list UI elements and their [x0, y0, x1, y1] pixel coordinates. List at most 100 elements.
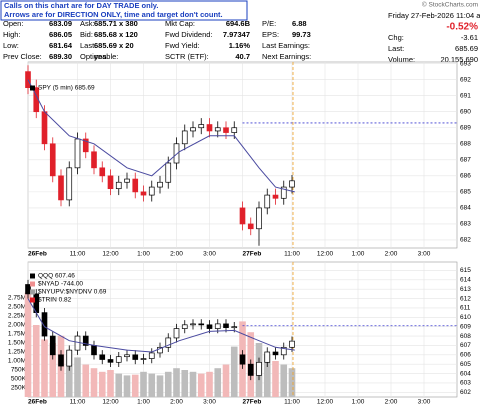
candle-body: [214, 127, 221, 132]
candle-body: [58, 354, 64, 367]
y2-tick-label: 250K: [11, 385, 27, 392]
volume-bar: [41, 339, 48, 397]
quote-value: 685.71 x 380: [94, 19, 138, 28]
candle-body: [223, 323, 229, 328]
x-tick-label: 1:00: [352, 251, 365, 258]
quote-value: 40.7: [235, 52, 250, 61]
volume-bar: [156, 375, 164, 397]
x-tick-label: 12:00: [102, 399, 119, 406]
volume-bar: [32, 325, 40, 397]
y-tick-label: 685: [460, 189, 471, 196]
legend-swatch: [30, 289, 35, 295]
y-tick-label: 691: [460, 92, 471, 99]
quote-value: 689.30: [49, 52, 72, 61]
volume-bar: [74, 357, 81, 397]
candle-body: [231, 326, 238, 329]
candle-body: [289, 180, 295, 188]
y-tick-label: 607: [460, 342, 471, 349]
x-tick-label: 12:00: [317, 251, 334, 258]
x-tick-label: 2:00: [170, 251, 183, 258]
volume-bar: [107, 370, 114, 397]
candle-body: [272, 351, 279, 356]
legend-label: SPY (5 min) 685.69: [38, 85, 95, 92]
candle-body: [82, 138, 89, 153]
candle-body: [148, 352, 155, 359]
quote-label: Mkt Cap:: [165, 19, 195, 28]
candle-body: [272, 194, 279, 199]
quote-label: Next Earnings:: [262, 52, 311, 61]
y2-tick-label: 2.00M: [8, 322, 26, 329]
legend-swatch: [30, 273, 35, 279]
candle-body: [223, 127, 229, 133]
candle-body: [239, 354, 246, 365]
quote-value: 685.69: [455, 44, 478, 53]
x-tick-label: 27Feb: [243, 399, 262, 406]
x-tick-label: 26Feb: [28, 251, 47, 258]
volume-bar: [82, 364, 90, 397]
candle-body: [206, 124, 213, 132]
legend-label: QQQ 607.46: [38, 273, 75, 280]
volume-bar: [206, 371, 213, 397]
y-tick-label: 683: [460, 221, 471, 228]
volume-bar: [214, 368, 222, 397]
quote-label: SCTR (ETF):: [165, 52, 209, 61]
volume-bar: [164, 371, 172, 397]
y-tick-label: 609: [460, 323, 471, 330]
candle-body: [124, 354, 130, 358]
candle-body: [41, 312, 48, 337]
y-tick-label: 605: [460, 361, 471, 368]
candle-body: [239, 207, 246, 225]
quote-label: High:: [3, 30, 21, 39]
notice-line: Arrows are for DIRECTION ONLY, time and …: [4, 10, 223, 19]
y2-tick-label: 2.75M: [8, 295, 26, 302]
legend-swatch: [30, 281, 35, 287]
quote-label: P/E:: [262, 19, 276, 28]
volume-bar: [140, 371, 147, 397]
quote-value: 694.6B: [226, 19, 251, 28]
y-tick-label: 692: [460, 76, 471, 83]
volume-bar: [148, 373, 156, 397]
candle-body: [165, 162, 172, 183]
x-tick-label: 12:00: [317, 399, 334, 406]
quote-value: 683.09: [49, 19, 72, 28]
candle-body: [99, 167, 106, 177]
moving-average: [27, 79, 295, 193]
quote-label: Prev Close:: [3, 52, 42, 61]
y-tick-label: 606: [460, 352, 471, 359]
y2-tick-label: 1.25M: [8, 349, 26, 356]
candle-body: [41, 111, 48, 145]
quote-label: Optionable:: [80, 52, 118, 61]
y2-tick-label: 1.75M: [8, 331, 26, 338]
quote-label: Bid:: [80, 30, 93, 39]
candle-body: [124, 178, 130, 183]
y-tick-label: 602: [460, 389, 471, 396]
y2-tick-label: 1.00M: [8, 358, 26, 365]
volume-bar: [24, 292, 32, 397]
candle-body: [247, 223, 254, 230]
y-tick-label: 612: [460, 295, 471, 302]
candle-body: [231, 127, 238, 133]
x-tick-label: 3:00: [203, 399, 216, 406]
quote-label: Low:: [3, 41, 19, 50]
candle-body: [58, 175, 64, 201]
x-tick-label: 1:00: [352, 399, 365, 406]
quote-label: Fwd Dividend:: [165, 30, 213, 39]
y2-tick-label: 1.50M: [8, 340, 26, 347]
candle-body: [206, 324, 213, 329]
x-tick-label: 11:00: [284, 251, 300, 258]
y-tick-label: 684: [460, 205, 471, 212]
quote-label: Fwd Yield:: [165, 41, 200, 50]
candle-body: [256, 207, 262, 230]
candle-body: [157, 181, 163, 188]
legend-label: $TRIN 0.82: [38, 297, 72, 304]
candle-body: [247, 363, 254, 376]
y-tick-label: 693: [460, 60, 471, 67]
candle-body: [107, 359, 114, 363]
x-tick-label: 3:00: [203, 251, 216, 258]
candle-body: [256, 361, 262, 376]
x-tick-label: 11:00: [70, 251, 86, 258]
candle-body: [115, 181, 122, 190]
change-percent: -0.52%: [446, 22, 478, 33]
volume-bar: [263, 353, 271, 397]
candle-body: [198, 124, 205, 129]
